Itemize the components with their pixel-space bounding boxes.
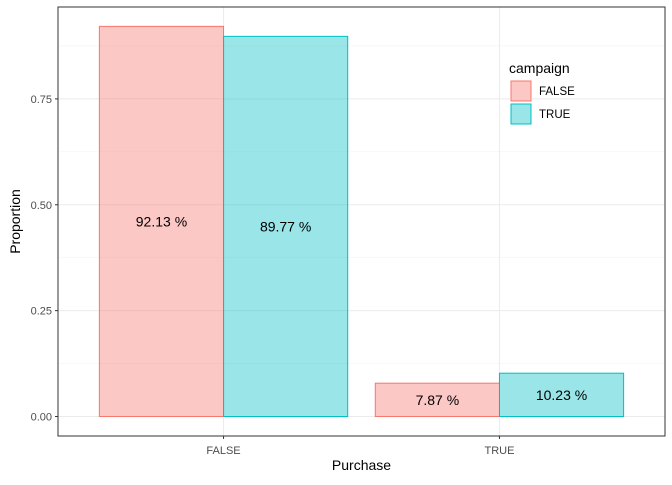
x-tick-label: FALSE: [206, 445, 240, 457]
legend-key-background: [510, 80, 532, 102]
bar: [498, 372, 625, 418]
legend-key-background: [510, 103, 532, 125]
x-tick-label: TRUE: [484, 445, 514, 457]
y-axis-ticks: 0.00 0.25 0.50 0.75: [31, 94, 58, 424]
y-tick-label: 0.75: [31, 94, 52, 106]
panel-border: [57, 6, 666, 437]
y-tick-label: 0.00: [31, 412, 52, 424]
bar-value-label: 92.13 %: [136, 213, 187, 229]
x-axis-ticks: FALSE TRUE: [206, 436, 514, 457]
legend-key: [510, 80, 532, 102]
y-axis-title: Proportion: [7, 189, 23, 254]
legend-label: TRUE: [539, 109, 571, 121]
legend-title: campaign: [509, 60, 570, 76]
bar: [374, 382, 500, 418]
y-tick-label: 0.25: [31, 306, 52, 318]
bars: [98, 25, 625, 418]
bar-value-label: 7.87 %: [416, 392, 460, 408]
bar: [223, 35, 349, 418]
bar: [98, 25, 225, 418]
legend-key: [510, 103, 532, 125]
legend: campaign FALSE TRUE: [509, 60, 575, 125]
bar-value-label: 10.23 %: [536, 387, 587, 403]
bar-labels: 92.13 % 7.87 % 89.77 % 10.23 %: [136, 213, 587, 407]
y-tick-label: 0.50: [31, 200, 52, 212]
legend-label: FALSE: [539, 86, 575, 98]
x-axis-title: Purchase: [332, 457, 391, 473]
bar-value-label: 89.77 %: [260, 218, 311, 234]
